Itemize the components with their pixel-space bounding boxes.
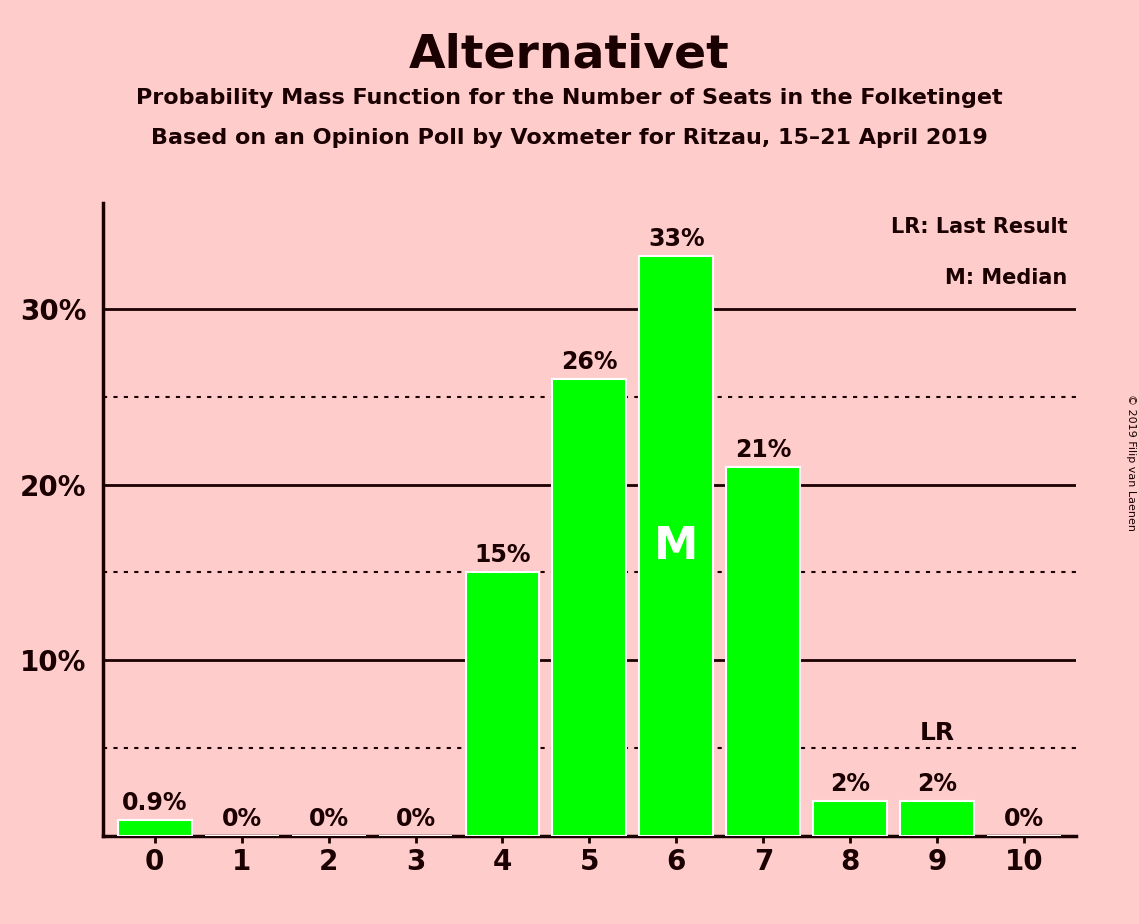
Bar xyxy=(900,801,974,836)
Text: Based on an Opinion Poll by Voxmeter for Ritzau, 15–21 April 2019: Based on an Opinion Poll by Voxmeter for… xyxy=(151,128,988,148)
Text: 0%: 0% xyxy=(395,807,435,831)
Text: 0.9%: 0.9% xyxy=(122,791,188,815)
Text: 21%: 21% xyxy=(735,438,792,462)
Bar xyxy=(727,467,801,836)
Bar xyxy=(813,801,887,836)
Text: 2%: 2% xyxy=(917,772,957,796)
Text: 33%: 33% xyxy=(648,226,705,250)
Bar xyxy=(639,256,713,836)
Text: © 2019 Filip van Laenen: © 2019 Filip van Laenen xyxy=(1126,394,1136,530)
Text: 26%: 26% xyxy=(562,350,617,374)
Text: Alternativet: Alternativet xyxy=(409,32,730,78)
Bar xyxy=(552,379,626,836)
Bar xyxy=(466,573,540,836)
Text: LR: LR xyxy=(919,721,954,745)
Text: 0%: 0% xyxy=(309,807,349,831)
Text: LR: Last Result: LR: Last Result xyxy=(891,217,1067,237)
Text: M: M xyxy=(654,525,698,567)
Text: 0%: 0% xyxy=(222,807,262,831)
Text: M: Median: M: Median xyxy=(945,268,1067,288)
Text: 0%: 0% xyxy=(1005,807,1044,831)
Text: 2%: 2% xyxy=(830,772,870,796)
Text: Probability Mass Function for the Number of Seats in the Folketinget: Probability Mass Function for the Number… xyxy=(137,88,1002,108)
Text: 15%: 15% xyxy=(474,543,531,567)
Bar xyxy=(117,821,191,836)
